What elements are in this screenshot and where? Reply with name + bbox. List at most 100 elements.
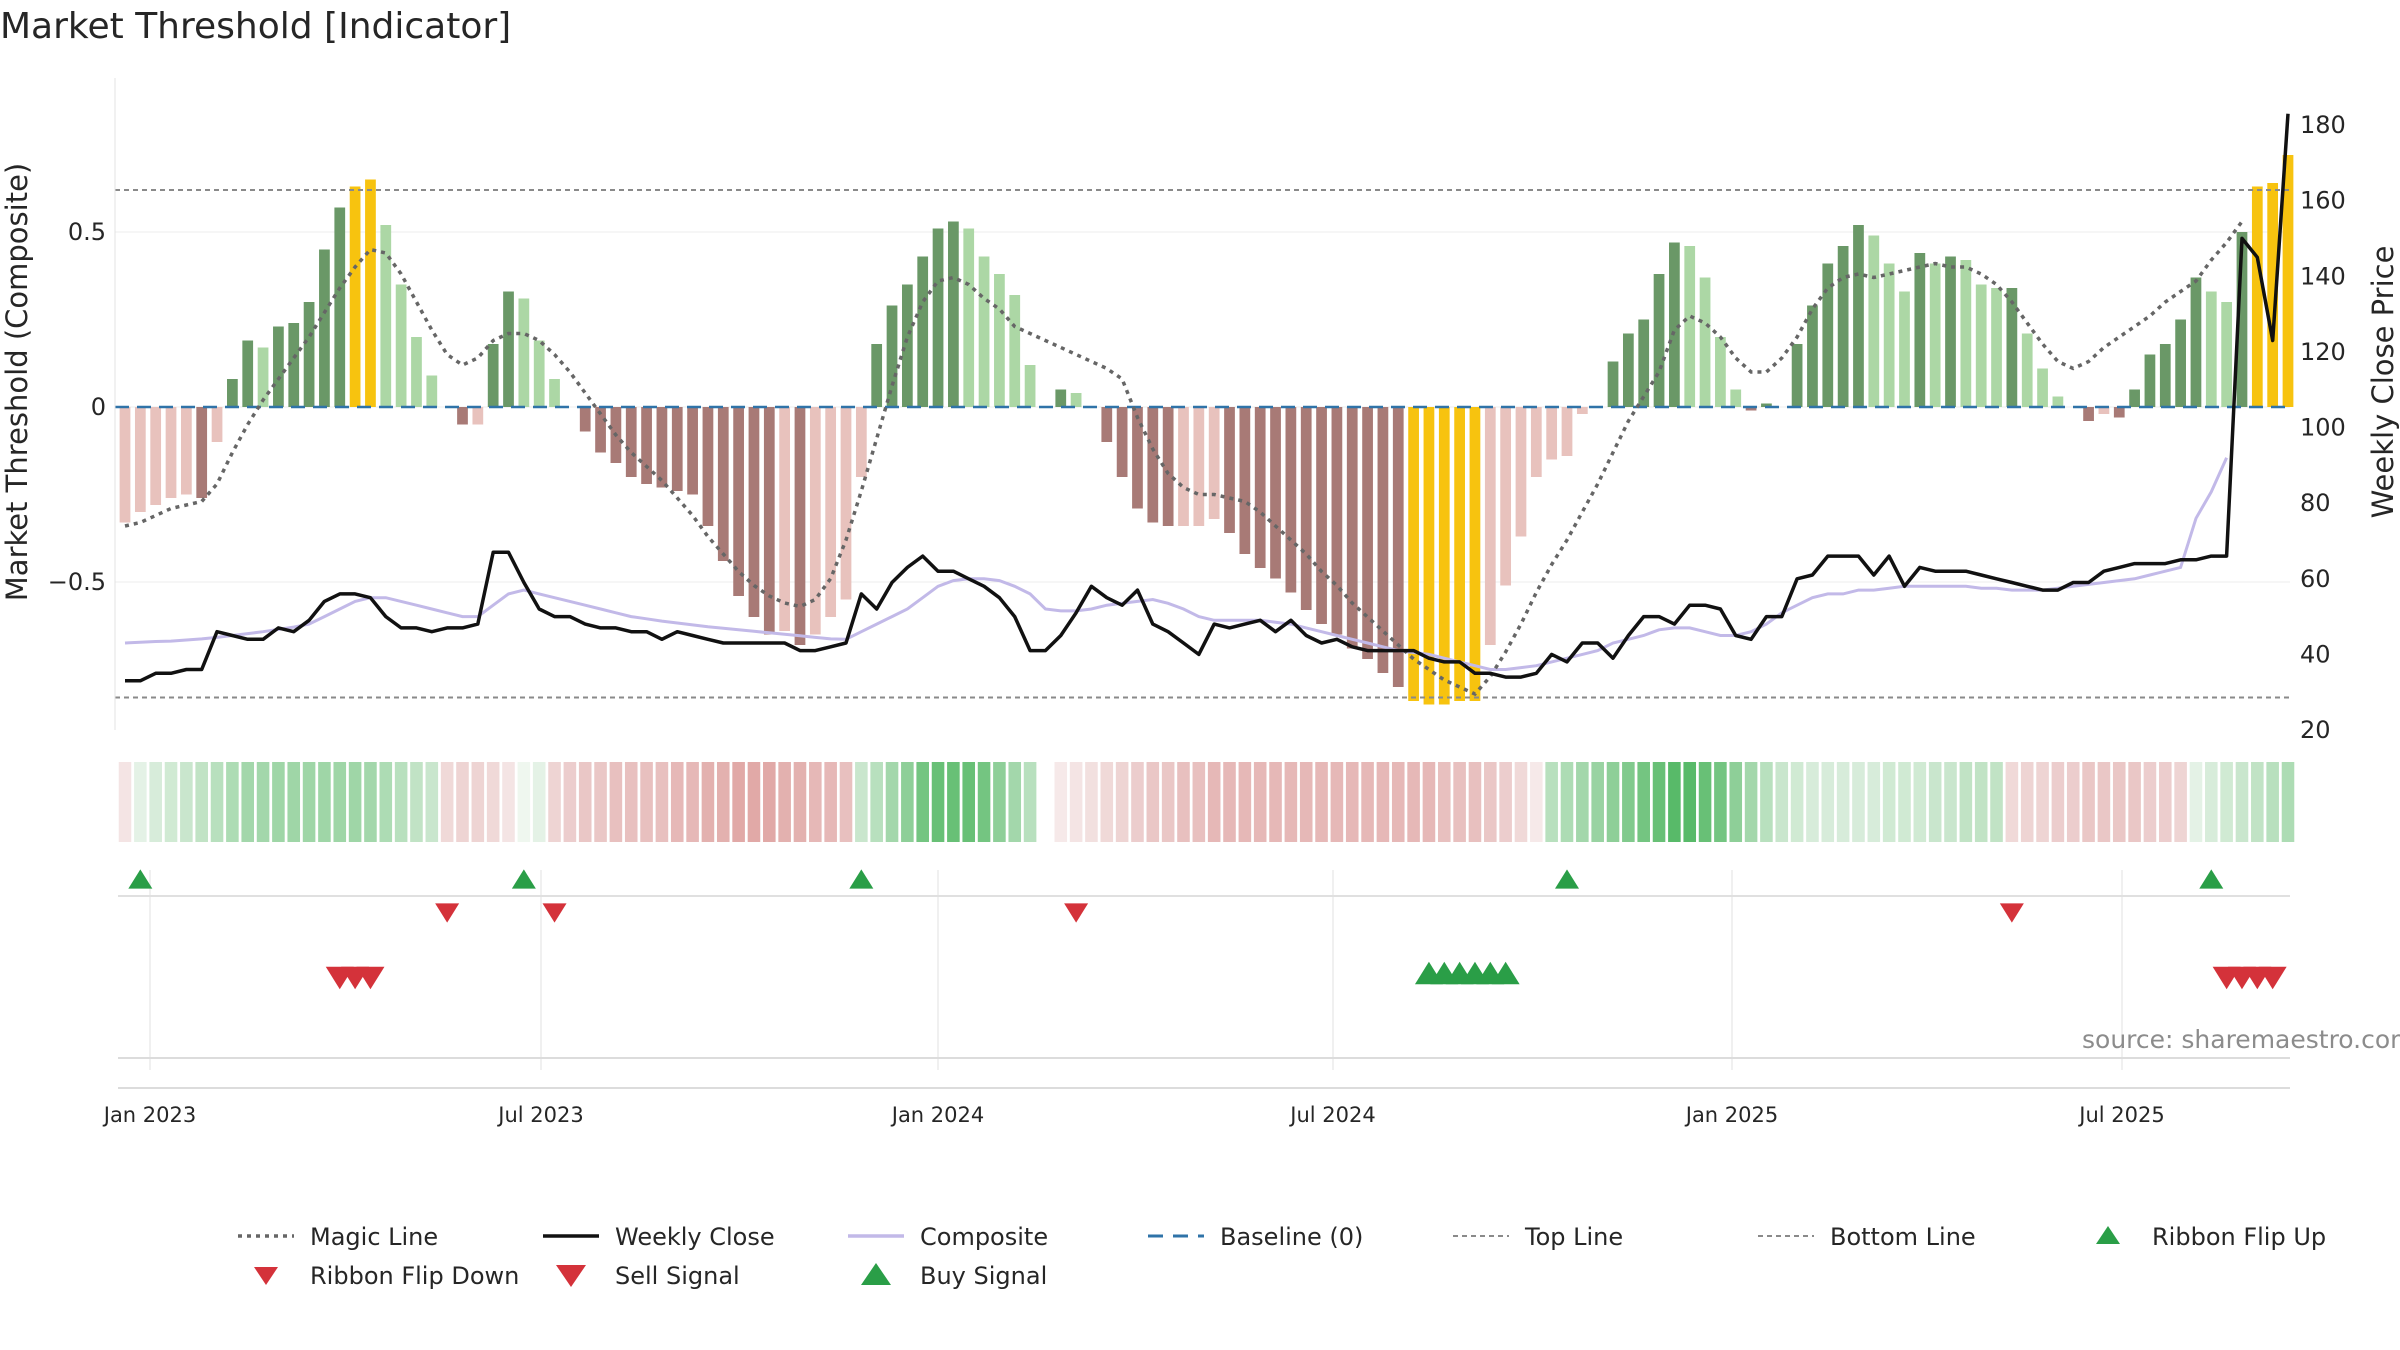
ribbon-cell [1806,762,1819,842]
composite-bar [1807,305,1818,407]
composite-bar [1224,407,1235,533]
composite-bar [1868,235,1880,407]
ribbon-cell [1299,762,1313,842]
legend-item: Ribbon Flip Up [2096,1223,2326,1251]
ribbon-cell [2158,762,2172,842]
legend-item: Baseline (0) [1148,1223,1363,1251]
composite-bar [1024,365,1036,407]
composite-bar [1193,407,1205,526]
ribbon-cell [609,762,623,842]
ribbon-cell [226,762,239,842]
composite-bar [1285,407,1297,593]
ribbon-cell [272,762,285,842]
composite-bar [1132,407,1143,509]
composite-bar [2205,291,2217,407]
composite-bar [319,249,330,407]
composite-bar [2006,288,2018,407]
ribbon-cell [1560,762,1574,842]
x-tick-label: Jul 2024 [1288,1103,1375,1127]
ribbon-cell [763,762,776,842]
composite-bar [932,228,944,407]
ribbon-cell [2020,762,2034,842]
legend-label: Buy Signal [920,1262,1047,1290]
ribbon-cell [1928,762,1942,842]
ribbon-cell [947,762,960,842]
composite-bar [1362,407,1373,659]
composite-bar [1116,407,1128,477]
composite-bar [1669,242,1680,407]
ribbon-cell [1192,762,1206,842]
ribbon-cell [1207,762,1221,842]
ribbon-cell [1821,762,1835,842]
ribbon-flip-down-marker [1064,903,1089,923]
ribbon-cell [1576,762,1589,842]
composite-bar [963,228,975,407]
ribbon-cell [425,762,439,842]
composite-bar [1561,407,1573,456]
ribbon-cell [2066,762,2080,842]
composite-bar [134,407,146,512]
ribbon-cell [1545,762,1558,842]
composite-bar [656,407,668,488]
ribbon-cell [993,762,1006,842]
composite-bar [641,407,652,484]
series-lines [115,113,2290,699]
composite-bar [687,407,698,495]
composite-bar [395,284,407,407]
right-tick-label: 60 [2300,565,2331,593]
ribbon-cell [578,762,592,842]
signal-markers [118,869,2290,1089]
composite-bar [165,407,177,498]
ribbon-cell [931,762,945,842]
ribbon-cell [2036,762,2049,842]
composite-bar [1055,389,1067,407]
sell-signal-marker [2258,966,2287,990]
ribbon-cell [1499,762,1512,842]
composite-bar [1392,407,1404,687]
composite-bar [1929,263,1941,407]
ribbon-cell [1637,762,1650,842]
legend-item: Magic Line [238,1223,438,1251]
ribbon-cell [1714,762,1727,842]
ribbon-cell [2281,762,2295,842]
composite-bar [1147,407,1159,523]
ribbon-cell [855,762,868,842]
ribbon-cell [486,762,500,842]
composite-bar [2083,407,2094,421]
ribbon-cell [1115,762,1129,842]
ribbon-flip-down-marker [1999,903,2024,923]
composite-bar [1208,407,1220,519]
legend-item: Sell Signal [556,1262,740,1290]
ribbon-cell [2128,762,2141,842]
ribbon-cell [1668,762,1681,842]
legend: Magic Line Weekly Close Composite Baseline … [238,1223,2326,1290]
composite-bar [2267,183,2279,407]
ribbon-cell [1790,762,1804,842]
ribbon-cell [1974,762,1988,842]
legend-swatch-triangle-up [2096,1226,2120,1244]
ribbon-flip-down-marker [435,903,460,923]
ribbon-cell [1131,762,1144,842]
ribbon-cell [1959,762,1973,842]
composite-bar [2052,396,2064,407]
ribbon-cell [456,762,469,842]
ribbon-cell [2266,762,2279,842]
composite-bar [1546,407,1558,460]
composite-bar [2098,407,2110,414]
ribbon-cell [379,762,393,842]
composite-bar [1454,407,1465,701]
composite-bar [211,407,223,442]
legend-label: Baseline (0) [1220,1223,1363,1251]
ribbon-cell [1944,762,1957,842]
composite-bar [1622,333,1634,407]
right-tick-label: 80 [2300,489,2331,517]
composite-bar [1408,407,1419,701]
composite-bar [1745,407,1757,411]
composite-bar [2113,407,2125,418]
ribbon-cell [2005,762,2019,842]
ribbon-cell [793,762,807,842]
ribbon-cell [640,762,653,842]
ribbon-cell [1882,762,1896,842]
composite-bar [334,207,346,407]
ribbon-cell [1161,762,1175,842]
